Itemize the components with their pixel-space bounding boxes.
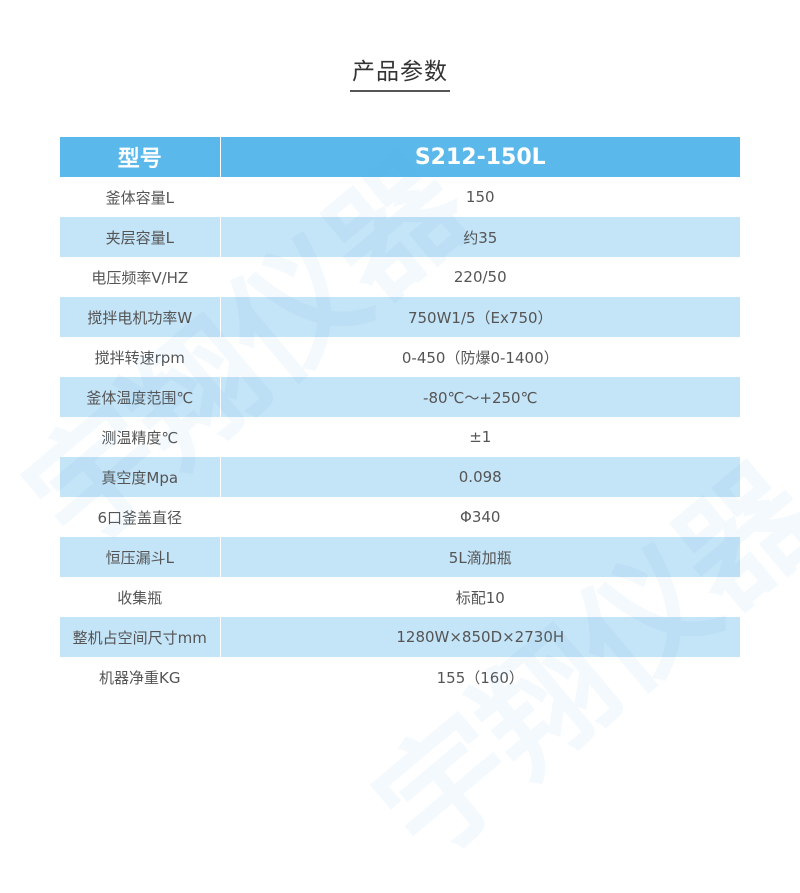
row-value: 0-450（防爆0-1400） bbox=[401, 348, 559, 367]
table-row: 6口釜盖直径 Φ340 bbox=[60, 497, 740, 537]
table-row: 釜体容量L 150 bbox=[60, 177, 740, 217]
table-row: 恒压漏斗L 5L滴加瓶 bbox=[60, 537, 740, 577]
row-value: 220/50 bbox=[453, 268, 507, 286]
row-key: 整机占空间尺寸mm bbox=[60, 617, 221, 657]
table-row: 电压频率V/HZ 220/50 bbox=[60, 257, 740, 297]
header-key: 型号 bbox=[60, 137, 221, 177]
row-key: 搅拌电机功率W bbox=[60, 297, 221, 337]
table-row: 搅拌转速rpm 0-450（防爆0-1400） bbox=[60, 337, 740, 377]
table-row: 搅拌电机功率W 750W1/5（Ex750） bbox=[60, 297, 740, 337]
row-key: 6口釜盖直径 bbox=[60, 497, 221, 537]
row-value: 1280W×850D×2730H bbox=[220, 617, 740, 657]
table-row: 收集瓶 标配10 bbox=[60, 577, 740, 617]
row-value: 155（160） bbox=[436, 668, 524, 687]
row-key: 真空度Mpa bbox=[60, 457, 221, 497]
row-value: 150 bbox=[465, 188, 495, 206]
row-key: 搅拌转速rpm bbox=[60, 337, 221, 377]
row-value: 5L滴加瓶 bbox=[220, 537, 740, 577]
row-key: 收集瓶 bbox=[60, 577, 221, 617]
table-row: 机器净重KG 155（160） bbox=[60, 657, 740, 697]
row-value: -80℃～+250℃ bbox=[220, 377, 740, 417]
row-key: 测温精度℃ bbox=[60, 417, 221, 457]
table-row: 真空度Mpa 0.098 bbox=[60, 457, 740, 497]
table-row: 整机占空间尺寸mm 1280W×850D×2730H bbox=[60, 617, 740, 657]
row-value: ±1 bbox=[469, 428, 492, 446]
row-value: 750W1/5（Ex750） bbox=[220, 297, 740, 337]
row-value: 0.098 bbox=[220, 457, 740, 497]
table-row: 釜体温度范围℃ -80℃～+250℃ bbox=[60, 377, 740, 417]
row-key: 釜体温度范围℃ bbox=[60, 377, 221, 417]
page-title-wrap: 产品参数 bbox=[0, 52, 800, 92]
table-header-row: 型号 S212-150L bbox=[60, 137, 740, 177]
header-value: S212-150L bbox=[220, 137, 740, 177]
row-key: 电压频率V/HZ bbox=[60, 257, 221, 297]
row-value: 约35 bbox=[220, 217, 740, 257]
row-value: Φ340 bbox=[460, 508, 501, 526]
row-key: 夹层容量L bbox=[60, 217, 221, 257]
row-key: 釜体容量L bbox=[60, 177, 221, 217]
table-row: 夹层容量L 约35 bbox=[60, 217, 740, 257]
table-row: 测温精度℃ ±1 bbox=[60, 417, 740, 457]
row-key: 机器净重KG bbox=[60, 657, 221, 697]
row-value: 标配10 bbox=[455, 588, 505, 607]
page-title: 产品参数 bbox=[350, 52, 450, 92]
row-key: 恒压漏斗L bbox=[60, 537, 221, 577]
spec-table: 型号 S212-150L 釜体容量L 150 夹层容量L 约35 电压频率V/HZ 220… bbox=[60, 137, 740, 697]
